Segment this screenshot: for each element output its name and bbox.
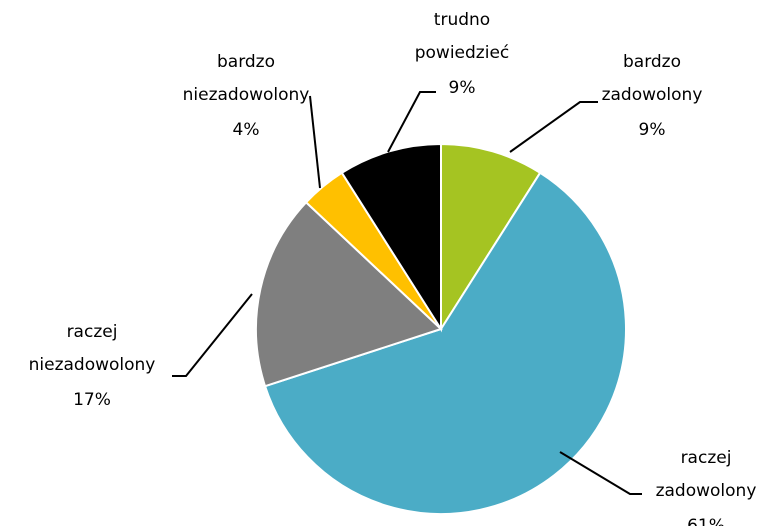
value-label: 9% <box>639 120 666 140</box>
label-line: raczej <box>681 448 732 468</box>
value-label: 4% <box>233 120 260 140</box>
value-label: 9% <box>449 78 476 98</box>
leader-line <box>172 293 253 377</box>
label-line: bardzo <box>217 52 275 72</box>
slice-label: trudno powiedzieć <box>415 10 510 63</box>
label-line: niezadowolony <box>29 355 156 375</box>
label-line: bardzo <box>623 52 681 72</box>
pie-slice <box>263 171 627 515</box>
label-line: zadowolony <box>656 481 757 501</box>
label-line: trudno <box>434 10 490 30</box>
label-line: niezadowolony <box>183 85 310 105</box>
slice-label: bardzo zadowolony <box>602 52 703 105</box>
value-label: 17% <box>73 390 111 410</box>
leader-line <box>559 451 642 495</box>
slice-label: bardzo niezadowolony <box>183 52 310 105</box>
label-line: raczej <box>67 322 118 342</box>
label-line: zadowolony <box>602 85 703 105</box>
leader-line <box>309 95 321 189</box>
pie-slice <box>255 200 443 388</box>
leader-line <box>509 101 598 153</box>
label-line: powiedzieć <box>415 43 510 63</box>
slice-label: raczej zadowolony <box>656 448 757 501</box>
value-label: 61% <box>687 516 725 526</box>
pie-slice <box>440 142 542 333</box>
slice-label: raczej niezadowolony <box>29 322 156 375</box>
leader-line <box>387 91 436 153</box>
